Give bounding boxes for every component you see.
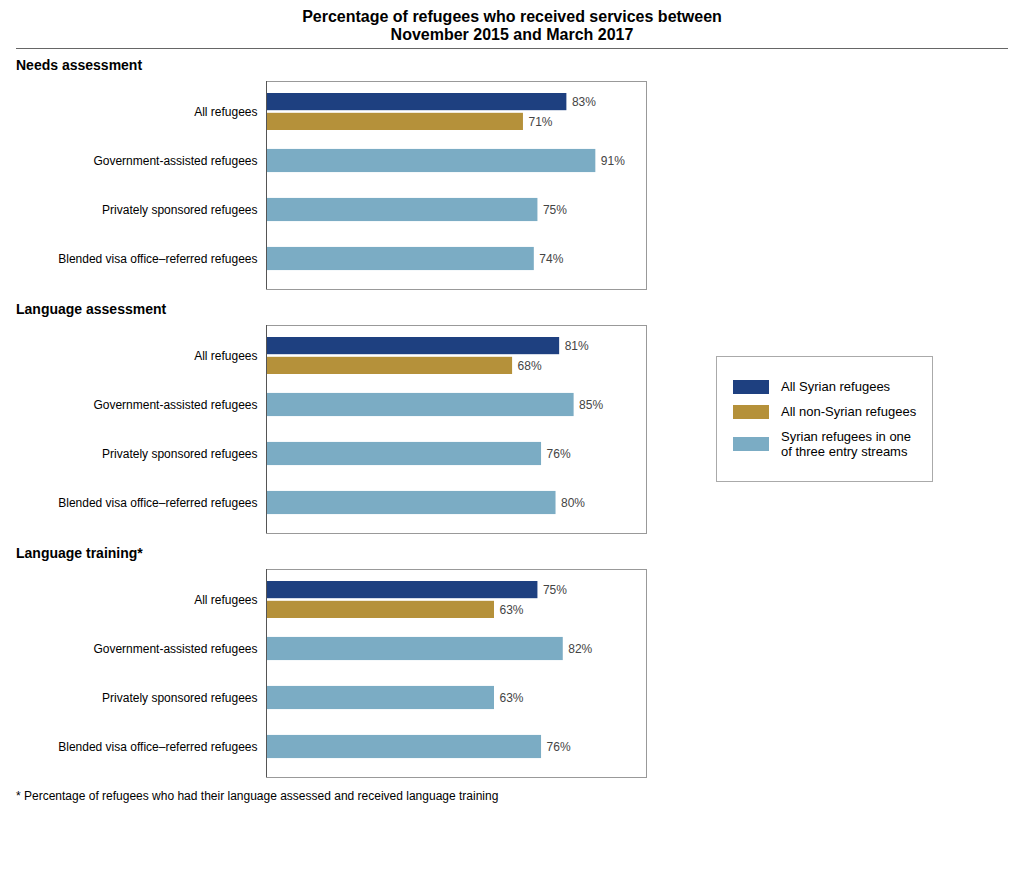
- html-text:Percentage of refugees who rec: Percentage of refugees who received serv…: [302, 8, 722, 43]
- svg-text:68%: 68%: [518, 359, 542, 373]
- html-text:Needs assessment: Needs assessment: [16, 57, 143, 73]
- html-text:Syrian refugees in one of thre: Syrian refugees in one of three entry st…: [781, 429, 912, 459]
- svg-text:All refugees: All refugees: [194, 105, 257, 119]
- html-text:* Percentage of refugees who h: * Percentage of refugees who had their l…: [16, 789, 499, 803]
- svg-text:Blended visa office–referred r: Blended visa office–referred refugees: [58, 252, 257, 266]
- svg-text:74%: 74%: [539, 252, 563, 266]
- svg-text:Privately sponsored refugees: Privately sponsored refugees: [102, 203, 257, 217]
- svg-text:Privately sponsored refugees: Privately sponsored refugees: [102, 691, 257, 705]
- svg-text:82%: 82%: [568, 642, 592, 656]
- svg-text:All refugees: All refugees: [194, 349, 257, 363]
- svg-text:91%: 91%: [601, 154, 625, 168]
- svg-text:76%: 76%: [547, 740, 571, 754]
- svg-text:Privately sponsored refugees: Privately sponsored refugees: [102, 447, 257, 461]
- svg-text:81%: 81%: [565, 339, 589, 353]
- svg-text:63%: 63%: [500, 603, 524, 617]
- svg-text:83%: 83%: [572, 95, 596, 109]
- html-text:Language assessment: Language assessment: [16, 301, 167, 317]
- svg-text:71%: 71%: [528, 115, 552, 129]
- svg-text:80%: 80%: [561, 496, 585, 510]
- svg-text:63%: 63%: [500, 691, 524, 705]
- svg-text:85%: 85%: [579, 398, 603, 412]
- svg-text:75%: 75%: [543, 583, 567, 597]
- svg-text:Government-assisted refugees: Government-assisted refugees: [93, 642, 257, 656]
- svg-text:All refugees: All refugees: [194, 593, 257, 607]
- svg-text:Blended visa office–referred r: Blended visa office–referred refugees: [58, 496, 257, 510]
- html-text:Language training*: Language training*: [16, 545, 143, 561]
- svg-text:Government-assisted refugees: Government-assisted refugees: [93, 398, 257, 412]
- svg-text:76%: 76%: [547, 447, 571, 461]
- svg-text:Government-assisted refugees: Government-assisted refugees: [93, 154, 257, 168]
- html-text:All Syrian refugees: All Syrian refugees: [781, 379, 891, 394]
- html-text:All non-Syrian refugees: All non-Syrian refugees: [781, 404, 917, 419]
- svg-text:75%: 75%: [543, 203, 567, 217]
- svg-text:Blended visa office–referred r: Blended visa office–referred refugees: [58, 740, 257, 754]
